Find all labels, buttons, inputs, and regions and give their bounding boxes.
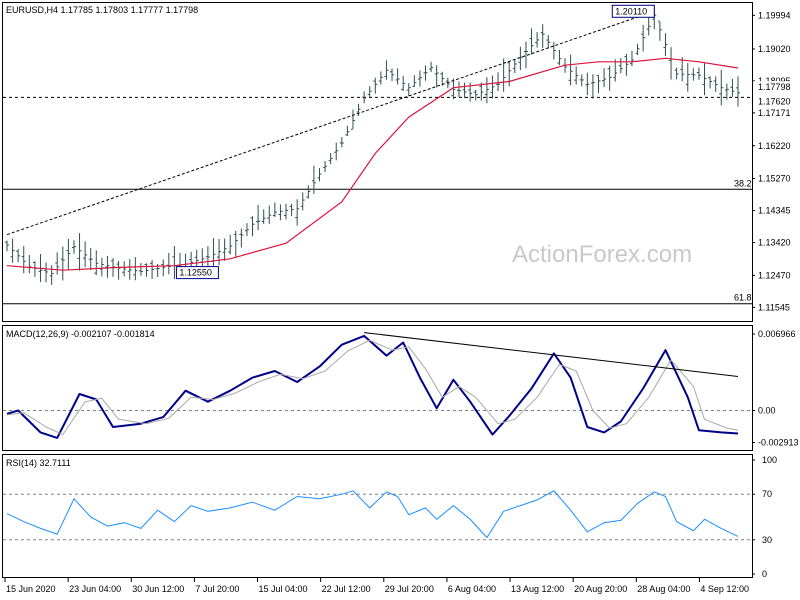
macd-panel [2,325,753,451]
fib-label: 61.8 [734,293,752,303]
rising-trendline [6,10,655,236]
time-axis-label: 22 Jul 12:00 [322,584,371,594]
price-axis-label: 1.14345 [758,206,791,216]
rsi-header: RSI(14) 32.7111 [6,458,71,468]
price-panel [2,2,753,322]
price-axis-label: 1.15270 [758,174,791,184]
rsi-axis-label: 0 [762,569,767,579]
price-axis-label: 1.12470 [758,270,791,280]
macd-axis-label: -0.002913 [758,437,799,447]
rsi-axis-label: 30 [762,535,772,545]
macd-axis-label: 0.00 [758,405,776,415]
signal-line [6,339,739,436]
price-annotation-box [611,4,655,18]
rsi-axis-label: 70 [762,489,772,499]
time-axis-label: 6 Aug 04:00 [448,584,496,594]
rsi-axis-label: 100 [762,455,777,465]
macd-header: MACD(12,26,9) -0.002107 -0.001814 [6,329,155,339]
price-annotation-box [175,266,219,280]
price-axis-label: 1.16220 [758,141,791,151]
watermark: ActionForex.com [512,241,692,268]
macd-trendline [364,332,739,377]
time-axis-label: 4 Sep 12:00 [700,584,749,594]
time-axis-label: 29 Jul 20:00 [385,584,434,594]
price-axis-label: 1.19020 [758,44,791,54]
macd-axis-label: 0.006966 [758,329,796,339]
price-axis-label: 1.13420 [758,238,791,248]
price-tag-bg [753,81,795,93]
time-axis-label: 30 Jun 12:00 [132,584,184,594]
time-axis-label: 13 Aug 12:00 [511,584,564,594]
price-axis-label: 1.11545 [758,302,790,312]
fib-label: 38.2 [734,178,752,188]
time-axis-label: 15 Jul 04:00 [259,584,308,594]
last-price-tag: 1.17798 [758,82,791,92]
rsi-panel [2,454,753,578]
moving-average-line [6,57,739,271]
price-axis-label: 1.18095 [758,76,791,86]
price-tag-bg [753,95,795,107]
time-axis-label: 28 Aug 04:00 [637,584,690,594]
time-axis-label: 7 Jul 20:00 [195,584,239,594]
time-axis-label: 15 Jun 2020 [6,584,56,594]
support-price-tag: 1.17620 [758,96,791,106]
price-axis-label: 1.17171 [758,108,791,118]
price-annotation-label: 1.12550 [179,268,212,278]
price-axis-label: 1.19994 [758,10,791,20]
rsi-line [6,490,739,539]
price-header: EURUSD,H4 1.17785 1.17803 1.17777 1.1779… [6,5,198,15]
price-annotation-label: 1.20110 [615,6,647,16]
time-axis-label: 20 Aug 20:00 [574,584,627,594]
time-axis-label: 23 Jun 04:00 [69,584,121,594]
